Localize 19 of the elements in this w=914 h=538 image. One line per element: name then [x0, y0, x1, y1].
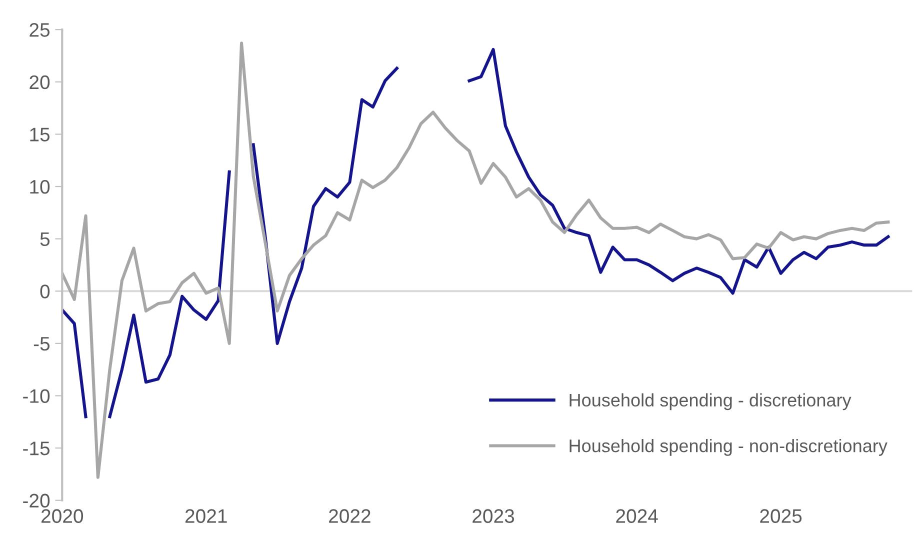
- y-tick-label: 25: [30, 23, 50, 37]
- y-tick-label: 15: [30, 128, 50, 142]
- x-tick-label: 2020: [42, 509, 84, 523]
- legend-label: Household spending - non-discretionary: [570, 439, 888, 456]
- x-tick-label: 2025: [760, 509, 802, 523]
- x-tick-label: 2024: [616, 509, 658, 523]
- y-tick-label: 10: [30, 180, 50, 194]
- y-tick-label: -20: [23, 494, 50, 508]
- legend-label: Household spending - discretionary: [570, 393, 852, 410]
- y-tick-label: -10: [23, 389, 50, 403]
- x-tick-label: 2021: [185, 509, 227, 523]
- y-tick-label: -5: [34, 337, 50, 351]
- line-series: [62, 42, 890, 479]
- x-tick-label: 2023: [472, 509, 514, 523]
- y-tick-label: 5: [40, 232, 50, 246]
- y-tick-label: -15: [23, 442, 50, 456]
- y-tick-label: 20: [30, 75, 50, 90]
- x-tick-label: 2022: [329, 509, 370, 523]
- y-tick-label: 0: [40, 284, 50, 298]
